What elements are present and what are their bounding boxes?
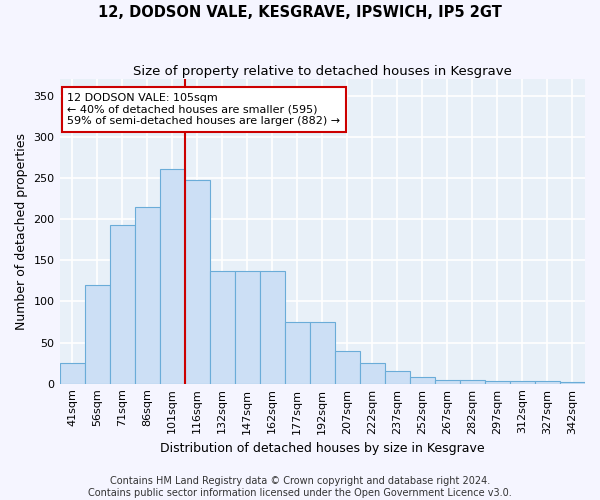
- Bar: [485, 381, 510, 384]
- Text: Contains HM Land Registry data © Crown copyright and database right 2024.
Contai: Contains HM Land Registry data © Crown c…: [88, 476, 512, 498]
- Bar: [185, 180, 209, 384]
- Bar: [209, 271, 235, 384]
- Bar: [160, 169, 185, 384]
- Bar: [535, 381, 560, 384]
- Bar: [85, 285, 110, 384]
- Bar: [110, 225, 134, 384]
- Bar: [235, 271, 260, 384]
- Bar: [410, 377, 435, 384]
- Bar: [260, 271, 285, 384]
- X-axis label: Distribution of detached houses by size in Kesgrave: Distribution of detached houses by size …: [160, 442, 485, 455]
- Bar: [385, 372, 410, 384]
- Text: 12, DODSON VALE, KESGRAVE, IPSWICH, IP5 2GT: 12, DODSON VALE, KESGRAVE, IPSWICH, IP5 …: [98, 5, 502, 20]
- Bar: [560, 382, 585, 384]
- Y-axis label: Number of detached properties: Number of detached properties: [15, 133, 28, 330]
- Title: Size of property relative to detached houses in Kesgrave: Size of property relative to detached ho…: [133, 65, 512, 78]
- Bar: [134, 206, 160, 384]
- Bar: [310, 322, 335, 384]
- Bar: [360, 363, 385, 384]
- Bar: [59, 363, 85, 384]
- Text: 12 DODSON VALE: 105sqm
← 40% of detached houses are smaller (595)
59% of semi-de: 12 DODSON VALE: 105sqm ← 40% of detached…: [67, 93, 341, 126]
- Bar: [460, 380, 485, 384]
- Bar: [335, 351, 360, 384]
- Bar: [510, 381, 535, 384]
- Bar: [285, 322, 310, 384]
- Bar: [435, 380, 460, 384]
